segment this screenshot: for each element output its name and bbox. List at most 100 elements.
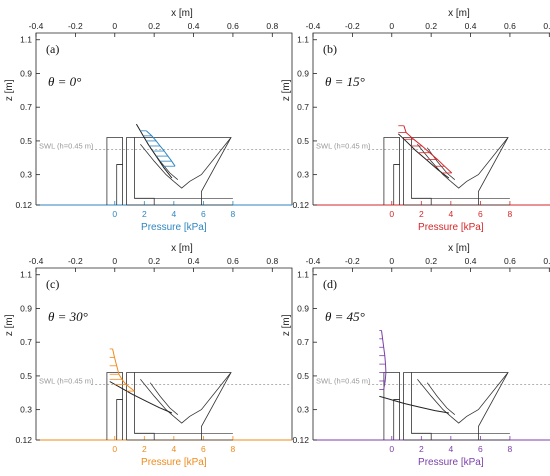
x-tick-label: 0 bbox=[112, 21, 117, 31]
z-tick-label: 0.5 bbox=[20, 371, 32, 381]
pressure-profile bbox=[403, 125, 453, 174]
theta-label: θ = 45° bbox=[325, 309, 365, 324]
z-axis-label: z [m] bbox=[281, 79, 292, 101]
axes-frame bbox=[312, 267, 550, 440]
x-tick-label: 0.8 bbox=[543, 21, 550, 31]
z-tick-label: 0.9 bbox=[20, 68, 32, 78]
breakwater-rear-slope bbox=[411, 372, 509, 440]
breakwater-toe bbox=[450, 372, 509, 424]
breakwater-toe bbox=[450, 137, 509, 189]
swl-label: SWL (h=0.45 m) bbox=[316, 376, 371, 385]
x-axis-label: x [m] bbox=[171, 243, 193, 254]
flap-hinge-arc-outer bbox=[140, 379, 175, 417]
x-tick-label: 0.4 bbox=[465, 256, 477, 266]
z-tick-label: 1.1 bbox=[20, 35, 32, 45]
pressure-tick-label: 2 bbox=[142, 209, 147, 219]
pressure-axis-label: Pressure [kPa] bbox=[141, 222, 207, 233]
x-tick-label: 0 bbox=[389, 256, 394, 266]
x-tick-label: -0.4 bbox=[29, 256, 44, 266]
z-tick-label: 0.3 bbox=[20, 170, 32, 180]
x-tick-label: 0.6 bbox=[504, 256, 516, 266]
x-tick-label: 0.6 bbox=[227, 21, 239, 31]
theta-label: θ = 30° bbox=[48, 309, 88, 324]
pressure-tick-label: 8 bbox=[231, 444, 236, 454]
x-tick-label: 0.8 bbox=[266, 21, 278, 31]
breakwater-front-wall bbox=[383, 372, 400, 440]
panel-a: -0.4 -0.2 0 0.2 0.4 0.6 0.8 x [m] 0.12 0.3 0.5 0.7 0… bbox=[4, 8, 293, 233]
x-tick-label: 0.8 bbox=[543, 256, 550, 266]
z-tick-label: 1.1 bbox=[20, 270, 32, 280]
panel-d: -0.4 -0.2 0 0.2 0.4 0.6 0.8 x [m] 0.12 0.3 0.5 0.7 0… bbox=[281, 243, 550, 468]
z-tick-label: 0.12 bbox=[292, 435, 309, 445]
pressure-profile bbox=[145, 130, 176, 167]
pressure-profile bbox=[381, 330, 387, 390]
pressure-axis-label: Pressure [kPa] bbox=[141, 457, 207, 468]
x-tick-label: -0.2 bbox=[345, 256, 360, 266]
z-tick-label: 0.9 bbox=[297, 68, 309, 78]
pressure-tick-label: 4 bbox=[171, 444, 176, 454]
theta-label: θ = 15° bbox=[325, 74, 365, 89]
z-tick-label: 0.5 bbox=[297, 371, 309, 381]
pressure-axis-label: Pressure [kPa] bbox=[418, 457, 484, 468]
pressure-tick-label: 2 bbox=[419, 209, 424, 219]
pressure-tick-label: 2 bbox=[419, 444, 424, 454]
flap-hinge-arc-outer bbox=[140, 144, 175, 182]
x-axis-label: x [m] bbox=[171, 8, 193, 19]
breakwater-front-inner bbox=[116, 399, 123, 440]
x-tick-label: 0.2 bbox=[148, 256, 160, 266]
x-tick-label: -0.4 bbox=[306, 21, 321, 31]
swl-label: SWL (h=0.45 m) bbox=[39, 141, 94, 150]
pressure-tick-label: 8 bbox=[508, 209, 513, 219]
z-tick-label: 0.3 bbox=[297, 170, 309, 180]
pressure-axis-label: Pressure [kPa] bbox=[418, 222, 484, 233]
panel-tag: (c) bbox=[46, 277, 59, 291]
z-tick-label: 0.5 bbox=[20, 136, 32, 146]
breakwater-chamber-wall bbox=[403, 372, 432, 440]
z-tick-label: 0.3 bbox=[20, 405, 32, 415]
x-tick-label: 0.8 bbox=[266, 256, 278, 266]
pressure-tick-label: 0 bbox=[112, 444, 117, 454]
flap-hinge-arc-inner bbox=[149, 382, 179, 416]
z-tick-label: 0.5 bbox=[297, 136, 309, 146]
theta-label: θ = 0° bbox=[48, 74, 81, 89]
pressure-tick-label: 4 bbox=[448, 444, 453, 454]
flap-plate bbox=[135, 123, 173, 179]
breakwater-rear-slope bbox=[134, 137, 232, 205]
pressure-tick-label: 8 bbox=[231, 209, 236, 219]
pressure-profile bbox=[112, 348, 135, 392]
breakwater-toe bbox=[173, 137, 232, 189]
pressure-tick-label: 4 bbox=[171, 209, 176, 219]
pressure-tick-label: 6 bbox=[478, 209, 483, 219]
z-tick-label: 0.3 bbox=[297, 405, 309, 415]
breakwater-rear-slope bbox=[134, 372, 232, 440]
x-tick-label: -0.2 bbox=[68, 256, 83, 266]
pressure-tick-label: 6 bbox=[478, 444, 483, 454]
x-tick-label: 0.6 bbox=[504, 21, 516, 31]
z-tick-label: 0.12 bbox=[15, 200, 32, 210]
x-tick-label: 0 bbox=[389, 21, 394, 31]
x-tick-label: -0.2 bbox=[68, 21, 83, 31]
z-tick-label: 0.12 bbox=[292, 200, 309, 210]
axes-frame bbox=[312, 32, 550, 205]
z-tick-label: 0.9 bbox=[20, 303, 32, 313]
panel-b: -0.4 -0.2 0 0.2 0.4 0.6 0.8 x [m] 0.12 0.3 0.5 0.7 0… bbox=[281, 8, 550, 233]
z-tick-label: 0.7 bbox=[20, 102, 32, 112]
panel-tag: (b) bbox=[323, 42, 337, 56]
x-tick-label: 0.4 bbox=[188, 256, 200, 266]
pressure-tick-label: 0 bbox=[112, 209, 117, 219]
breakwater-front-wall bbox=[106, 372, 123, 440]
x-tick-label: -0.4 bbox=[29, 21, 44, 31]
x-tick-label: -0.2 bbox=[345, 21, 360, 31]
z-axis-label: z [m] bbox=[4, 79, 15, 101]
flap-plate bbox=[397, 133, 450, 179]
breakwater-rear-slope bbox=[411, 137, 509, 205]
breakwater-front-inner bbox=[116, 164, 123, 205]
z-tick-label: 0.7 bbox=[297, 102, 309, 112]
flap-plate bbox=[109, 381, 173, 414]
z-tick-label: 1.1 bbox=[297, 270, 309, 280]
x-tick-label: 0.2 bbox=[425, 256, 437, 266]
panel-tag: (d) bbox=[323, 277, 337, 291]
breakwater-chamber-wall bbox=[126, 137, 155, 205]
x-tick-label: 0.4 bbox=[188, 21, 200, 31]
